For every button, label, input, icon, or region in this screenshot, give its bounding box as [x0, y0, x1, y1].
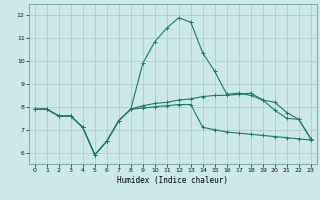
X-axis label: Humidex (Indice chaleur): Humidex (Indice chaleur) — [117, 176, 228, 185]
